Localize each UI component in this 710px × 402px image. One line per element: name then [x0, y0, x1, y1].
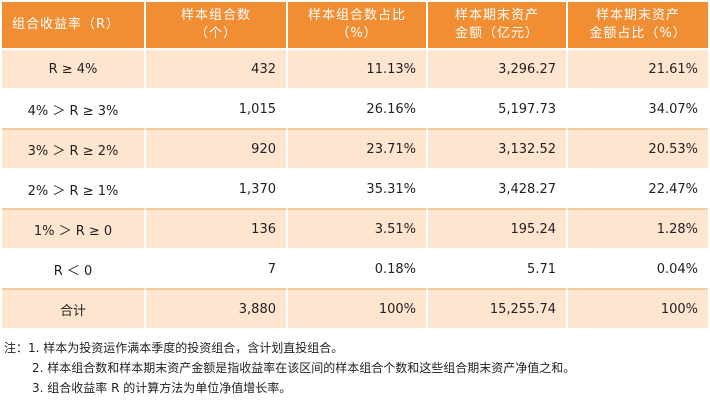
cell-asset-share: 34.07%	[568, 90, 708, 130]
cell-asset-amount: 3,428.27	[428, 170, 568, 210]
cell-asset-share: 21.61%	[568, 50, 708, 90]
cell-count: 7	[146, 250, 288, 290]
cell-count-share: 100%	[288, 290, 428, 330]
returns-distribution-table: 组合收益率（R） 样本组合数 （个） 样本组合数占比 （%） 样本期末资产 金额…	[2, 2, 708, 330]
table-row: 1% ＞ R ≥ 0 136 3.51% 195.24 1.28%	[2, 210, 708, 250]
table-row: 4% ＞ R ≥ 3% 1,015 26.16% 5,197.73 34.07%	[2, 90, 708, 130]
cell-asset-share: 1.28%	[568, 210, 708, 250]
cell-count: 3,880	[146, 290, 288, 330]
cell-count-share: 0.18%	[288, 250, 428, 290]
cell-count: 136	[146, 210, 288, 250]
table-row: R ＜ 0 7 0.18% 5.71 0.04%	[2, 250, 708, 290]
header-asset-share: 样本期末资产 金额占比（%）	[568, 2, 708, 50]
cell-asset-share: 100%	[568, 290, 708, 330]
note-3: 3. 组合收益率 R 的计算方法为单位净值增长率。	[32, 381, 292, 395]
table-header-row: 组合收益率（R） 样本组合数 （个） 样本组合数占比 （%） 样本期末资产 金额…	[2, 2, 708, 50]
cell-asset-amount: 195.24	[428, 210, 568, 250]
note-2: 2. 样本组合数和样本期末资产金额是指收益率在该区间的样本组合个数和这些组合期末…	[32, 361, 576, 375]
row-label: 2% ＞ R ≥ 1%	[2, 170, 146, 210]
cell-asset-amount: 15,255.74	[428, 290, 568, 330]
header-sample-count: 样本组合数 （个）	[146, 2, 288, 50]
table-notes: 注：1. 样本为投资运作满本季度的投资组合，含计划直投组合。 2. 样本组合数和…	[4, 338, 575, 398]
cell-count-share: 11.13%	[288, 50, 428, 90]
row-label: R ＜ 0	[2, 250, 146, 290]
header-return-rate: 组合收益率（R）	[2, 2, 146, 50]
row-label-total: 合计	[2, 290, 146, 330]
cell-asset-amount: 3,296.27	[428, 50, 568, 90]
cell-asset-share: 0.04%	[568, 250, 708, 290]
table-row: 2% ＞ R ≥ 1% 1,370 35.31% 3,428.27 22.47%	[2, 170, 708, 210]
cell-count: 432	[146, 50, 288, 90]
table-row: R ≥ 4% 432 11.13% 3,296.27 21.61%	[2, 50, 708, 90]
header-asset-amount: 样本期末资产 金额（亿元）	[428, 2, 568, 50]
row-label: 4% ＞ R ≥ 3%	[2, 90, 146, 130]
header-sample-count-share: 样本组合数占比 （%）	[288, 2, 428, 50]
row-label: 3% ＞ R ≥ 2%	[2, 130, 146, 170]
cell-count: 1,015	[146, 90, 288, 130]
cell-asset-share: 22.47%	[568, 170, 708, 210]
cell-count-share: 3.51%	[288, 210, 428, 250]
cell-asset-amount: 5.71	[428, 250, 568, 290]
cell-asset-amount: 3,132.52	[428, 130, 568, 170]
cell-count: 1,370	[146, 170, 288, 210]
cell-count-share: 35.31%	[288, 170, 428, 210]
table-row: 3% ＞ R ≥ 2% 920 23.71% 3,132.52 20.53%	[2, 130, 708, 170]
row-label: R ≥ 4%	[2, 50, 146, 90]
cell-count: 920	[146, 130, 288, 170]
note-1: 注：1. 样本为投资运作满本季度的投资组合，含计划直投组合。	[4, 341, 344, 355]
cell-count-share: 23.71%	[288, 130, 428, 170]
cell-count-share: 26.16%	[288, 90, 428, 130]
cell-asset-share: 20.53%	[568, 130, 708, 170]
table-total-row: 合计 3,880 100% 15,255.74 100%	[2, 290, 708, 330]
cell-asset-amount: 5,197.73	[428, 90, 568, 130]
row-label: 1% ＞ R ≥ 0	[2, 210, 146, 250]
